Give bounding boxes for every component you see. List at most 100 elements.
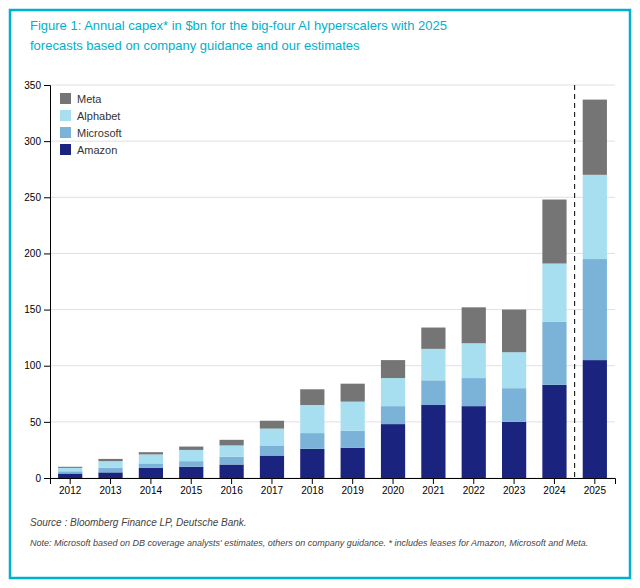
x-tick: 2022 bbox=[463, 478, 486, 496]
y-tick-label: 150 bbox=[24, 304, 41, 315]
legend-item: Microsoft bbox=[60, 127, 122, 139]
x-tick-mark bbox=[150, 478, 151, 484]
subtitle: forecasts based on company guidance and … bbox=[30, 38, 360, 53]
bar bbox=[179, 461, 203, 467]
bar bbox=[542, 322, 566, 385]
x-tick: 2019 bbox=[342, 478, 365, 496]
grid-line bbox=[50, 365, 615, 366]
y-tick-mark bbox=[44, 197, 50, 198]
grid bbox=[50, 85, 615, 478]
plot: 0 50 100 150 200 250 300 350 2012 2013 2014 2015 201… bbox=[24, 80, 615, 496]
y-tick: 350 bbox=[24, 80, 50, 91]
bar bbox=[139, 454, 163, 463]
bar bbox=[220, 440, 244, 446]
y-tick-mark bbox=[44, 253, 50, 254]
x-tick-label: 2022 bbox=[463, 485, 486, 496]
bar bbox=[220, 457, 244, 465]
y-tick-label: 100 bbox=[24, 360, 41, 371]
y-tick-label: 50 bbox=[30, 417, 42, 428]
legend-swatch bbox=[60, 144, 71, 155]
title: Figure 1: Annual capex* in $bn for the b… bbox=[30, 18, 447, 33]
bar bbox=[139, 463, 163, 467]
bar bbox=[381, 378, 405, 406]
legend-item: Meta bbox=[60, 93, 102, 105]
y-tick-mark bbox=[44, 310, 50, 311]
x-tick-mark bbox=[393, 478, 394, 484]
bar bbox=[300, 389, 324, 405]
x-tick-mark bbox=[110, 478, 111, 484]
x-tick-mark bbox=[554, 478, 555, 484]
y-tick-mark bbox=[44, 141, 50, 142]
grid-line bbox=[50, 141, 615, 142]
bar bbox=[341, 402, 365, 431]
bar bbox=[421, 405, 445, 478]
y-tick: 250 bbox=[24, 192, 50, 203]
x-tick-mark bbox=[514, 478, 515, 484]
x-tick-label: 2025 bbox=[584, 485, 607, 496]
x-axis: 2012201320142015201620172018201920202021… bbox=[51, 478, 616, 496]
y-axis: 0 50 100 150 200 250 300 350 bbox=[24, 80, 50, 484]
x-tick: 2021 bbox=[422, 478, 445, 496]
series-3 bbox=[58, 100, 607, 468]
grid-line bbox=[50, 309, 615, 310]
bar bbox=[421, 349, 445, 380]
x-tick: 2013 bbox=[99, 478, 122, 496]
bar bbox=[98, 468, 122, 472]
x-tick: 2018 bbox=[301, 478, 324, 496]
x-tick: 2012 bbox=[59, 478, 82, 496]
annotation: Source : Bloomberg Finance LP, Deutsche … bbox=[30, 517, 247, 528]
bar bbox=[260, 445, 284, 455]
bar bbox=[341, 384, 365, 402]
bar bbox=[502, 352, 526, 388]
bar bbox=[260, 429, 284, 446]
x-tick-label: 2014 bbox=[140, 485, 163, 496]
series-1 bbox=[58, 259, 607, 473]
y-tick-mark bbox=[44, 422, 50, 423]
y-tick: 100 bbox=[24, 360, 50, 371]
x-tick: 2017 bbox=[261, 478, 284, 496]
x-axis-line bbox=[51, 479, 616, 485]
y-axis-line bbox=[44, 86, 51, 479]
x-tick: 2020 bbox=[382, 478, 405, 496]
x-tick-label: 2015 bbox=[180, 485, 203, 496]
bar bbox=[381, 406, 405, 424]
x-tick-label: 2012 bbox=[59, 485, 82, 496]
grid-line bbox=[50, 253, 615, 254]
legend-label: Meta bbox=[77, 93, 102, 105]
grid-line bbox=[50, 85, 615, 86]
legend-swatch bbox=[60, 110, 71, 121]
y-tick: 300 bbox=[24, 136, 50, 147]
grid-line bbox=[50, 197, 615, 198]
bar bbox=[58, 468, 82, 471]
legend-item: Amazon bbox=[60, 144, 117, 156]
bar bbox=[341, 431, 365, 448]
bar bbox=[462, 307, 486, 343]
x-tick-label: 2020 bbox=[382, 485, 405, 496]
x-tick-mark bbox=[433, 478, 434, 484]
legend-swatch bbox=[60, 93, 71, 104]
x-tick-label: 2019 bbox=[342, 485, 365, 496]
legend-swatch bbox=[60, 127, 71, 138]
annotation: Note: Microsoft based on DB coverage ana… bbox=[30, 538, 588, 548]
bar bbox=[421, 328, 445, 349]
bar bbox=[502, 422, 526, 478]
y-tick: 50 bbox=[30, 417, 50, 428]
y-tick-mark bbox=[44, 366, 50, 367]
y-tick-mark bbox=[44, 85, 50, 86]
bar bbox=[583, 175, 607, 259]
x-tick-mark bbox=[473, 478, 474, 484]
bar bbox=[58, 467, 82, 468]
grid-line bbox=[50, 421, 615, 422]
legend-label: Amazon bbox=[77, 144, 117, 156]
x-tick: 2024 bbox=[543, 478, 566, 496]
y-tick: 0 bbox=[35, 473, 50, 484]
y-tick-label: 350 bbox=[24, 80, 41, 91]
bar bbox=[179, 450, 203, 461]
x-tick-mark bbox=[352, 478, 353, 484]
bar bbox=[179, 467, 203, 478]
y-tick: 200 bbox=[24, 248, 50, 259]
bar bbox=[502, 388, 526, 422]
x-tick: 2025 bbox=[584, 478, 607, 496]
x-tick-label: 2021 bbox=[422, 485, 445, 496]
x-tick-label: 2023 bbox=[503, 485, 526, 496]
